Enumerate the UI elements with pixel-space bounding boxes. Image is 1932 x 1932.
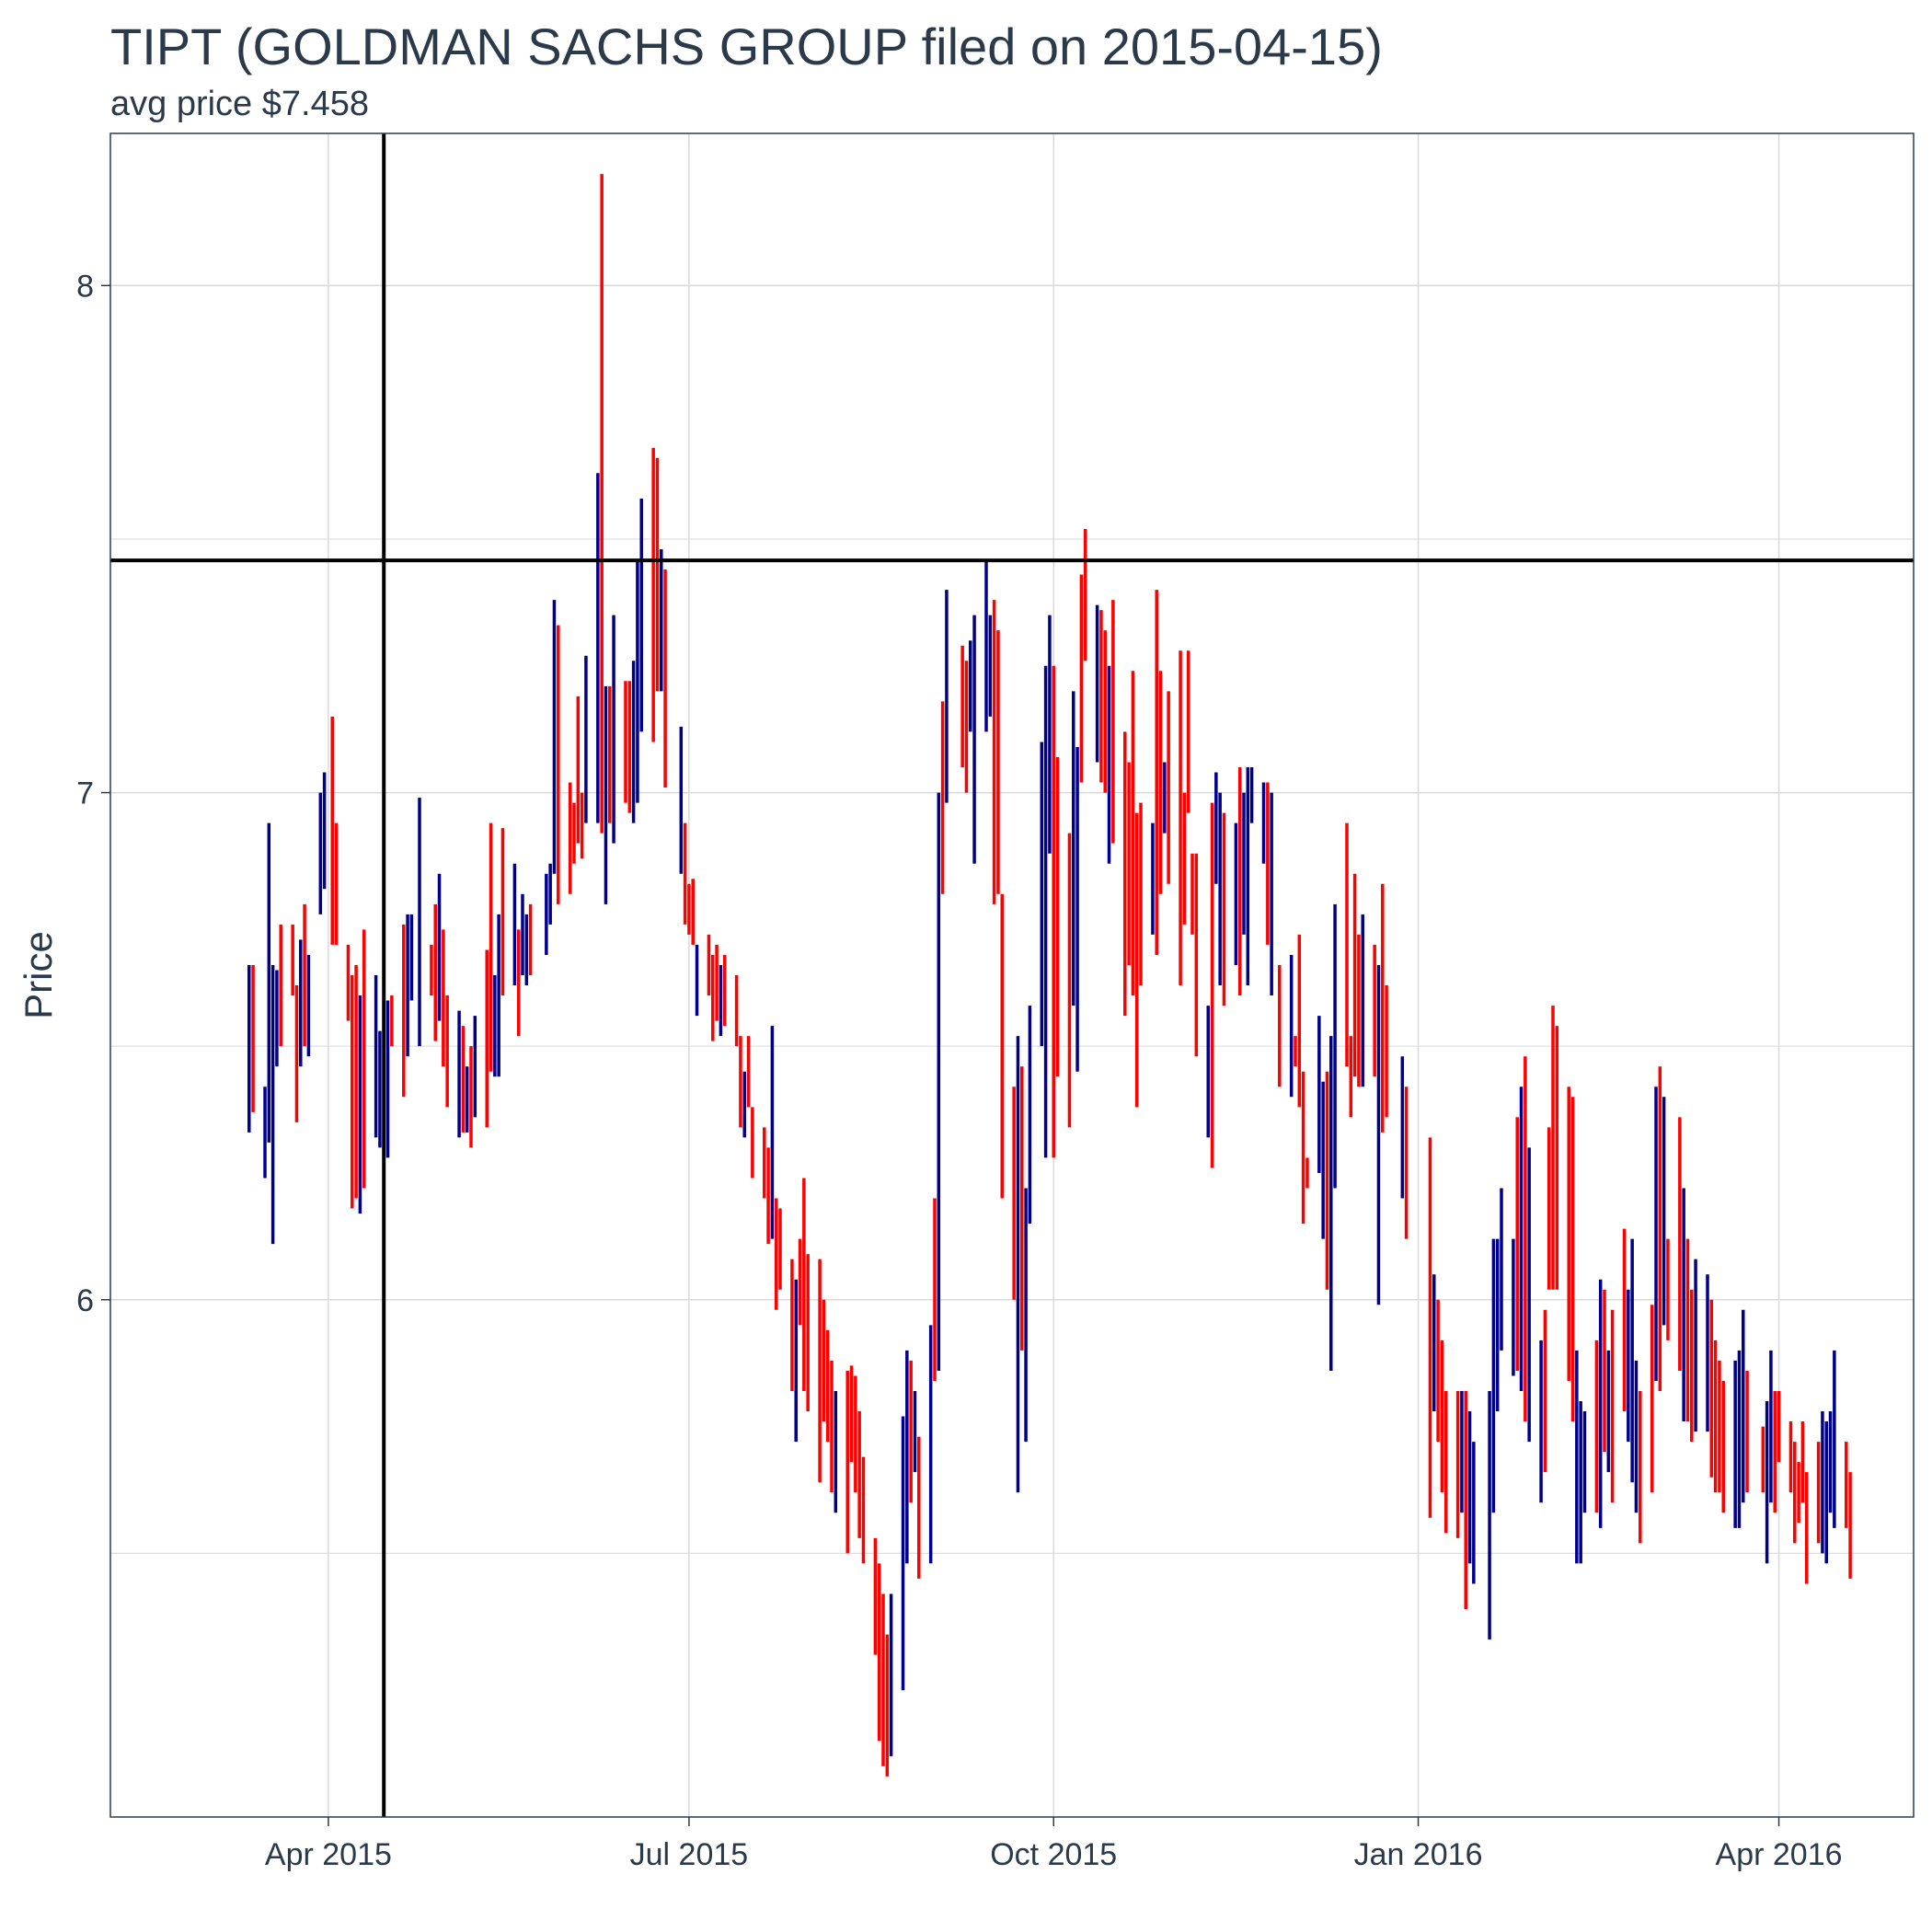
plot-panel-background [110,133,1914,1817]
plot-panel-border [109,132,1915,1818]
price-range-segments [247,174,1852,1777]
grid-lines [110,133,1914,1817]
x-tick-label: Jul 2015 [630,1837,749,1872]
x-tick-label: Apr 2015 [265,1837,392,1872]
y-axis-ticks: 6 7 8 [76,269,110,1318]
x-tick-label: Oct 2015 [990,1837,1117,1872]
chart-title: TIPT (GOLDMAN SACHS GROUP filed on 2015-… [110,17,1383,75]
y-tick-label: 6 [76,1283,94,1318]
x-axis-ticks: Apr 2015 Jul 2015 Oct 2015 Jan 2016 Apr 2016 [265,1817,1843,1872]
y-axis-label: Price [17,931,60,1019]
y-tick-label: 8 [76,269,94,304]
y-tick-label: 7 [76,776,94,811]
chart-subtitle: avg price $7.458 [110,85,369,123]
x-tick-label: Apr 2016 [1716,1837,1843,1872]
x-tick-label: Jan 2016 [1354,1837,1483,1872]
